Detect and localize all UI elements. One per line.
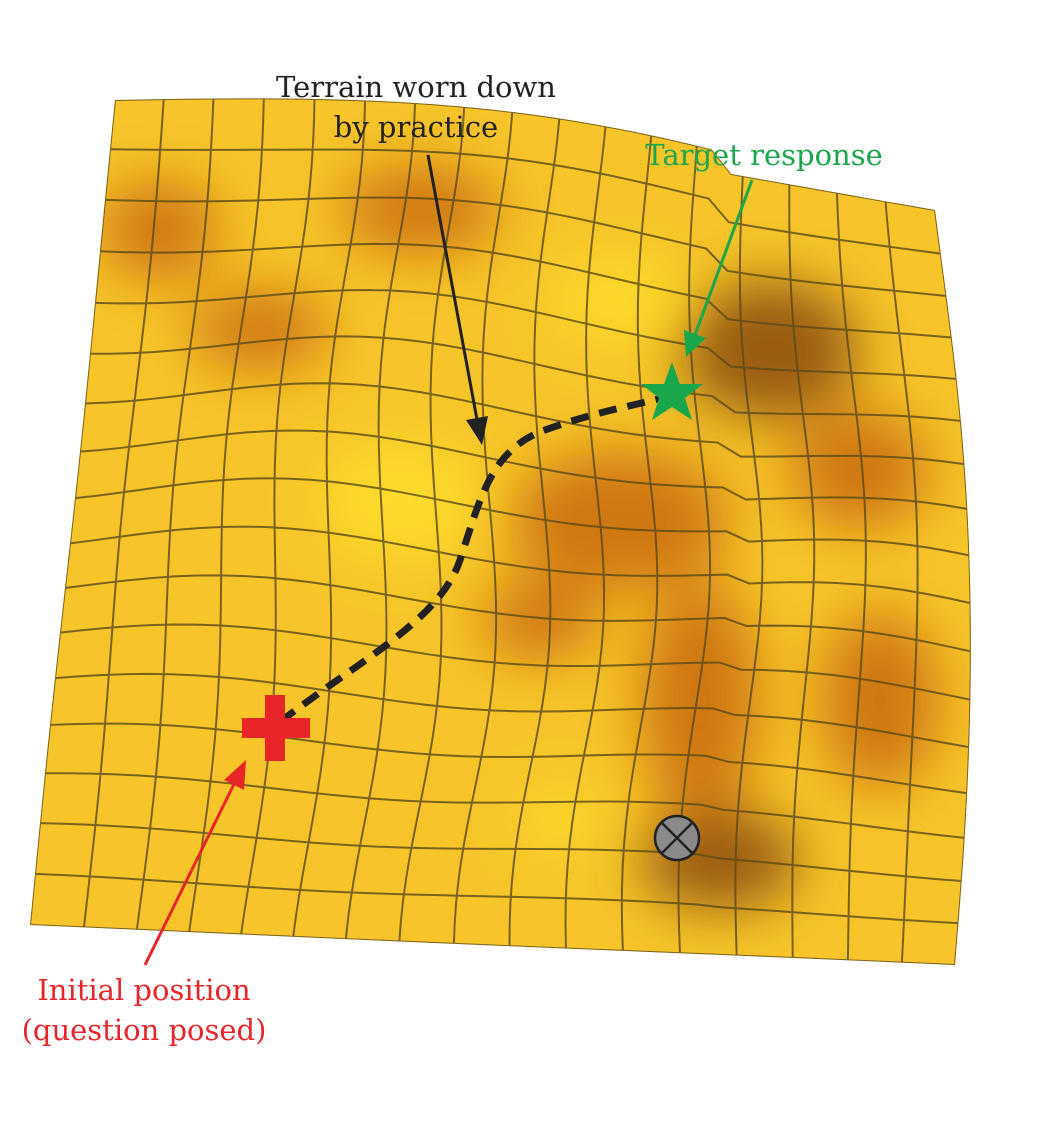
grid-line — [452, 111, 514, 944]
grid-line — [59, 623, 971, 701]
grid-line — [292, 100, 367, 937]
grid-line — [69, 525, 971, 605]
grid-line — [39, 822, 962, 883]
grid-line — [104, 196, 947, 298]
grid-line — [34, 872, 959, 925]
grid-line — [79, 429, 968, 510]
grid-line — [64, 574, 971, 653]
initial-label-line2: (question posed) — [22, 1013, 267, 1047]
grid-line — [884, 201, 919, 963]
grid-line — [240, 98, 316, 935]
grid-line — [788, 184, 816, 958]
grid-line — [109, 148, 941, 255]
grid-line — [564, 126, 607, 949]
grid-line — [74, 477, 970, 557]
grid-line — [82, 99, 165, 928]
grid-line — [677, 145, 712, 954]
target-label: Target response — [645, 138, 883, 172]
obstacle-circled-x-icon — [653, 814, 701, 862]
grid-line — [508, 118, 561, 947]
grid-line — [188, 98, 265, 933]
terrain-label-line1: Terrain worn down — [276, 70, 556, 104]
grid-line — [89, 335, 961, 422]
initial-label-line1: Initial position — [37, 973, 250, 1007]
initial-arrow — [143, 760, 246, 966]
grid-line — [398, 106, 466, 942]
terrain-arrow — [426, 154, 488, 445]
grid-line — [99, 242, 952, 339]
grid-line — [54, 672, 970, 749]
grid-line — [49, 722, 968, 795]
grid-line — [835, 192, 867, 961]
target-arrow — [684, 179, 754, 357]
practice-path — [277, 391, 674, 725]
grid-line — [344, 102, 417, 940]
grid-line — [734, 175, 764, 956]
terrain-label-line2: by practice — [334, 110, 498, 144]
terrain-shading — [100, 165, 940, 910]
grid-line — [135, 98, 215, 930]
grid-line — [620, 135, 659, 951]
grid-line — [44, 772, 965, 839]
target-star-icon — [641, 362, 703, 420]
grid-line — [94, 289, 957, 380]
grid-line — [84, 382, 965, 466]
start-plus-icon — [242, 695, 310, 761]
